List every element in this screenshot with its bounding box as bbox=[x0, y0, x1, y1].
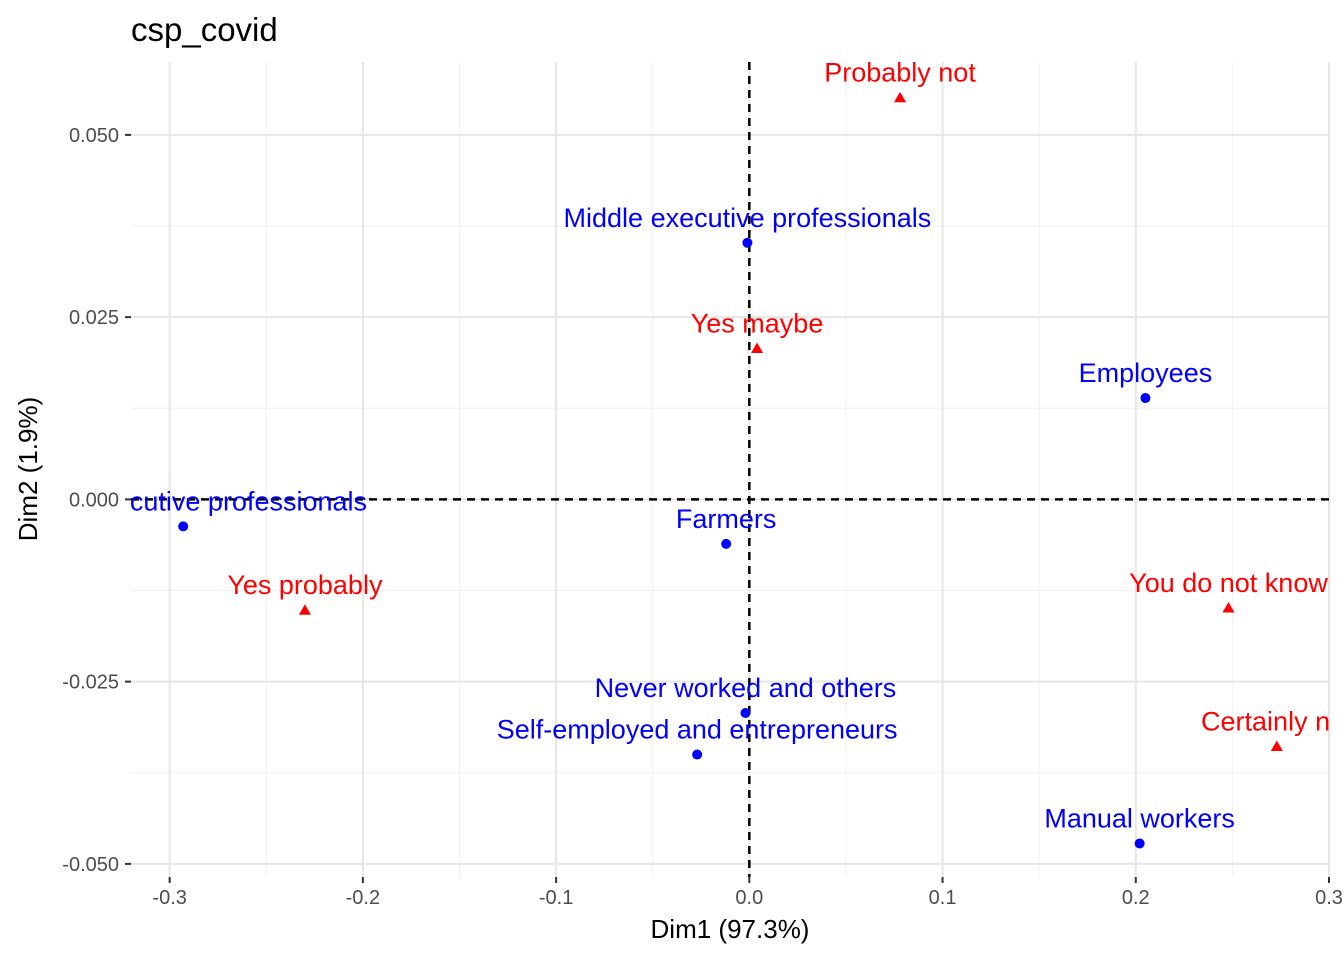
x-axis: -0.3 -0.2 -0.1 0.0 0.1 0.2 0.3 bbox=[152, 877, 1343, 909]
point-marker bbox=[1222, 602, 1235, 613]
plot-marks: Middle executive professionals Employees H… bbox=[0, 58, 1344, 849]
major-gridlines bbox=[131, 62, 1330, 877]
point-label: Employees bbox=[1079, 358, 1213, 388]
x-tick-label: -0.1 bbox=[539, 887, 573, 909]
y-axis-title: Dim2 (1.9%) bbox=[13, 397, 43, 541]
reference-lines bbox=[131, 62, 1329, 877]
point-label: Certainly not bbox=[1201, 707, 1344, 737]
point-marker bbox=[1270, 740, 1283, 752]
y-tick-label: 0.000 bbox=[69, 489, 119, 511]
point-label: Manual workers bbox=[1044, 803, 1235, 833]
point-label: Yes maybe bbox=[691, 308, 824, 338]
point-label: Higher executive professionals bbox=[0, 486, 367, 516]
x-tick-label: -0.3 bbox=[152, 887, 186, 909]
point-marker bbox=[1140, 393, 1151, 404]
point-label: Self-employed and entrepreneurs bbox=[497, 715, 898, 745]
x-tick-label: 0.2 bbox=[1122, 887, 1150, 909]
y-tick-label: 0.050 bbox=[69, 125, 119, 147]
x-tick-label: 0.3 bbox=[1315, 887, 1343, 909]
point-marker bbox=[751, 342, 764, 353]
point-label: Farmers bbox=[676, 504, 777, 534]
x-axis-title: Dim1 (97.3%) bbox=[651, 914, 810, 944]
y-tick-label: -0.025 bbox=[62, 672, 119, 694]
minor-gridlines bbox=[131, 62, 1329, 877]
point-marker bbox=[740, 707, 751, 718]
point-marker bbox=[721, 538, 732, 549]
point-marker bbox=[1134, 838, 1145, 849]
x-tick-label: -0.2 bbox=[346, 887, 380, 909]
point-marker bbox=[742, 237, 753, 248]
x-tick-label: 0.1 bbox=[929, 887, 957, 909]
y-axis: -0.050 -0.025 0.000 0.025 0.050 bbox=[62, 125, 131, 876]
y-tick-label: 0.025 bbox=[69, 307, 119, 329]
point-marker bbox=[894, 91, 907, 103]
point-label: Middle executive professionals bbox=[564, 203, 932, 233]
point-marker bbox=[692, 749, 703, 760]
chart-title: csp_covid bbox=[131, 11, 278, 48]
point-label: Never worked and others bbox=[595, 673, 897, 703]
point-label: Yes probably bbox=[227, 570, 383, 600]
point-label: You do not know bbox=[1129, 568, 1328, 598]
point-label: Probably not bbox=[824, 58, 976, 88]
y-tick-label: -0.050 bbox=[62, 854, 119, 876]
point-marker bbox=[298, 604, 311, 615]
point-marker bbox=[178, 521, 189, 532]
x-tick-label: 0.0 bbox=[735, 887, 763, 909]
